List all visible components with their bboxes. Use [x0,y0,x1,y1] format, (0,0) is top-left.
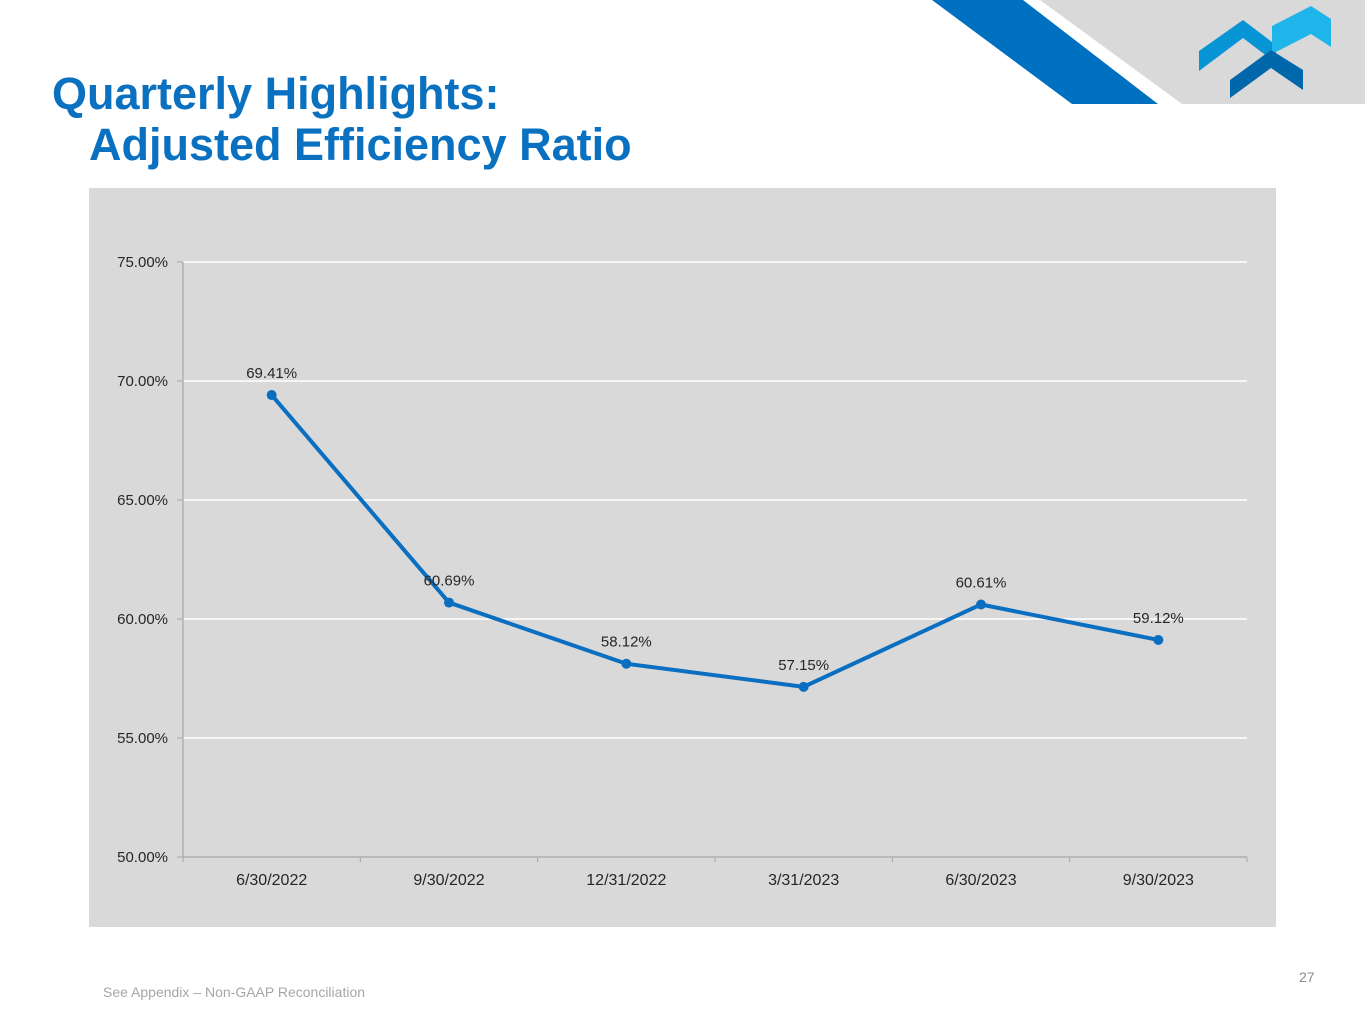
header-banner [932,0,1365,104]
x-tick-label: 6/30/2023 [945,872,1016,889]
data-label: 58.12% [601,634,652,651]
slide-title: Quarterly Highlights: [52,68,500,119]
data-point [1153,634,1164,645]
grid-lines [183,261,1247,739]
data-label: 60.69% [424,573,475,590]
data-point [976,599,986,610]
data-point [444,597,454,608]
banner-blue-stripe [932,0,1158,104]
axes [177,261,1248,862]
data-point [266,390,277,401]
y-axis-tick-labels: 50.00% 55.00% 60.00% 65.00% 70.00% 75.00% [117,254,168,866]
x-tick-label: 9/30/2023 [1123,872,1194,889]
chevron-logo-icon [1199,6,1331,98]
data-label: 59.12% [1133,610,1184,627]
y-tick-label: 65.00% [117,492,168,509]
x-axis-tick-labels: 6/30/2022 9/30/2022 12/31/2022 3/31/2023 6/3… [236,872,1194,889]
efficiency-ratio-chart: 50.00% 55.00% 60.00% 65.00% 70.00% 75.00% 6/3… [117,254,1248,889]
x-tick-label: 9/30/2022 [413,872,484,889]
y-tick-label: 70.00% [117,373,168,390]
y-tick-label: 50.00% [117,849,168,866]
x-tick-label: 12/31/2022 [586,872,666,889]
y-tick-label: 75.00% [117,254,168,271]
data-point [798,681,809,692]
data-label: 69.41% [246,365,297,382]
chart-panel: 50.00% 55.00% 60.00% 65.00% 70.00% 75.00% 6/3… [89,188,1276,927]
data-labels: 69.41% 60.69% 58.12% 57.15% 60.61% 59.12% [246,365,1184,674]
series-line-path [269,393,1161,689]
data-point [621,658,632,669]
data-label: 57.15% [778,657,829,674]
footnote: See Appendix – Non-GAAP Reconciliation [103,984,366,1000]
series-line [266,390,1164,692]
page-number: 27 [1299,969,1315,985]
data-label: 60.61% [956,574,1007,591]
y-tick-label: 55.00% [117,730,168,747]
x-tick-label: 6/30/2022 [236,872,307,889]
y-tick-label: 60.00% [117,611,168,628]
x-tick-label: 3/31/2023 [768,872,839,889]
slide-subtitle: Adjusted Efficiency Ratio [89,119,632,170]
